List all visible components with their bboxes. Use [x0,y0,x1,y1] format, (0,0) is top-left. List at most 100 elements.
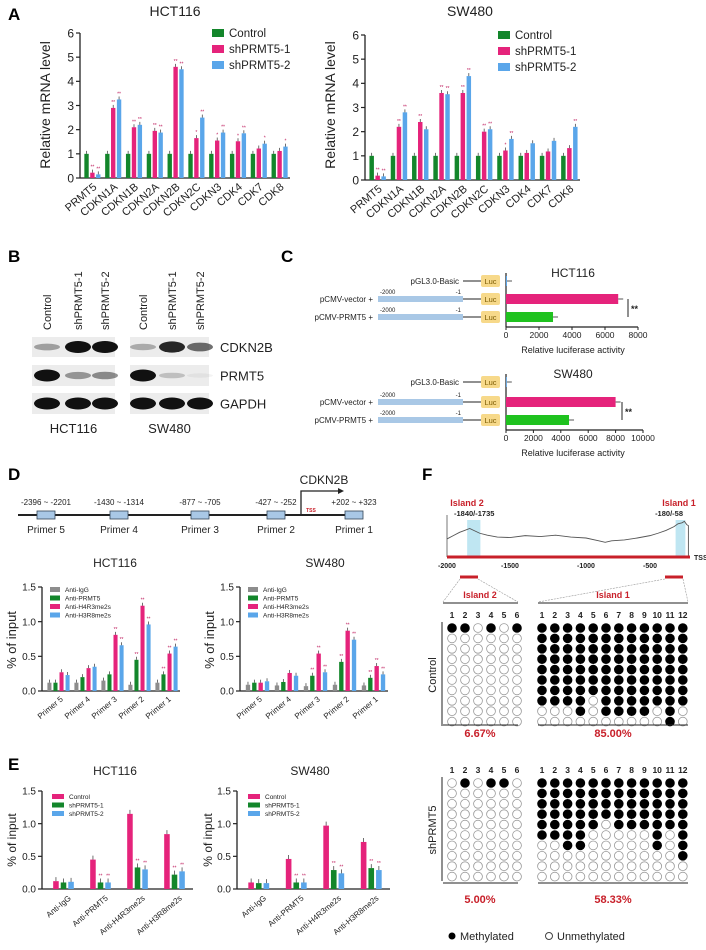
axis-tick-label: -1500 [501,563,519,570]
significance-label: ** [136,858,140,864]
unmethylated-cpg [473,664,483,675]
unmethylated-cpg [512,685,522,696]
methylated-cpg [537,788,547,799]
significance-label: ** [310,668,314,674]
bar [361,685,367,691]
methylated-cpg [677,809,688,819]
legend-label: Anti-H3R8me2s [263,613,310,620]
bar [59,672,64,691]
unmethylated-cpg [473,840,483,851]
methylated-cpg [652,830,662,840]
methylated-cpg [549,654,560,664]
bar [506,415,570,425]
unmethylated-cpg [447,840,457,851]
significance-label: ** [135,652,139,658]
cpg-site-number: 1 [540,610,545,620]
y-tick-label: 1.0 [22,617,36,628]
bar [506,294,619,304]
unmethylated-cpg [460,664,470,675]
bar [131,127,137,178]
construct-label: pCMV-PRMT5 + [315,313,374,322]
unmethylated-cpg [588,840,598,851]
legend-label: shPRMT5-2 [69,811,104,818]
bar [111,107,116,178]
promoter-start-label: -2000 [380,411,396,417]
panel-label: E [8,755,19,774]
methylated-cpg [652,778,662,788]
bar [454,155,460,180]
methylated-cpg [460,623,470,633]
unmethylated-cpg [486,654,496,664]
unmethylated-cpg [549,871,560,882]
methylated-cpg [575,643,586,654]
primer-label: Primer 3 [181,525,219,536]
x-tick-label: 10000 [631,433,655,443]
unmethylated-cpg [499,675,509,685]
bar [287,672,292,691]
bar [360,841,367,889]
bar [551,140,557,180]
unmethylated-cpg [447,706,457,716]
unmethylated-cpg [473,830,483,840]
cpg-site-number: 8 [629,765,634,775]
legend-swatch [50,587,60,592]
methylated-cpg [601,809,611,819]
unmethylated-cpg [575,861,586,871]
methylated-cpg [639,809,650,819]
bar [245,684,251,691]
unmethylated-cpg [652,871,662,882]
methylated-cpg [588,819,598,830]
island-header: Island 2 [463,590,497,600]
unmethylated-cpg [460,685,470,696]
unmethylated-cpg [499,643,509,654]
methylated-cpg [665,819,675,830]
construct-label: pGL3.0-Basic [411,378,459,387]
significance-label: ** [369,859,373,865]
bar [466,76,472,180]
methylated-cpg [626,695,637,706]
unmethylated-cpg [626,871,637,882]
unmethylated-cpg [473,798,483,809]
unmethylated-cpg [486,716,496,727]
zoom-guide [477,578,519,603]
unmethylated-cpg [499,871,509,882]
legend-label: Control [69,794,91,801]
unmethylated-cpg [613,830,624,840]
bar [332,684,338,691]
unmethylated-cpg [447,695,457,706]
chart-title: SW480 [290,764,330,778]
bar [74,682,79,691]
methylated-cpg [626,664,637,675]
unmethylated-cpg [588,861,598,871]
bar [530,143,535,180]
x-tick-label: Primer 4 [264,694,293,721]
x-tick-label: Primer 1 [351,694,380,721]
methylated-cpg [626,819,637,830]
methylated-cpg [639,788,650,799]
significance-label: ** [90,165,94,171]
bar [84,153,89,178]
legend-label: shPRMT5-2 [515,62,576,74]
bar [116,99,122,178]
methylated-cpg [512,623,522,633]
bar [167,653,172,691]
bar [105,882,111,889]
y-axis-label: Relative mRNA level [322,41,338,169]
methylated-cpg [652,798,662,809]
methylated-cpg [613,706,624,716]
unmethylated-cpg [486,809,496,819]
unmethylated-cpg [665,871,675,882]
methylated-cpg [677,654,688,664]
methylated-cpg [588,633,598,644]
y-tick-label: 1.5 [220,583,234,594]
significance-label: ** [141,598,145,604]
bar [194,138,199,178]
methylated-cpg [562,643,573,654]
unmethylated-cpg [499,623,509,633]
bar [173,66,178,178]
unmethylated-cpg [575,871,586,882]
unmethylated-cpg [588,706,598,716]
cpg-site-number: 9 [642,610,647,620]
significance-label: ** [461,85,465,91]
